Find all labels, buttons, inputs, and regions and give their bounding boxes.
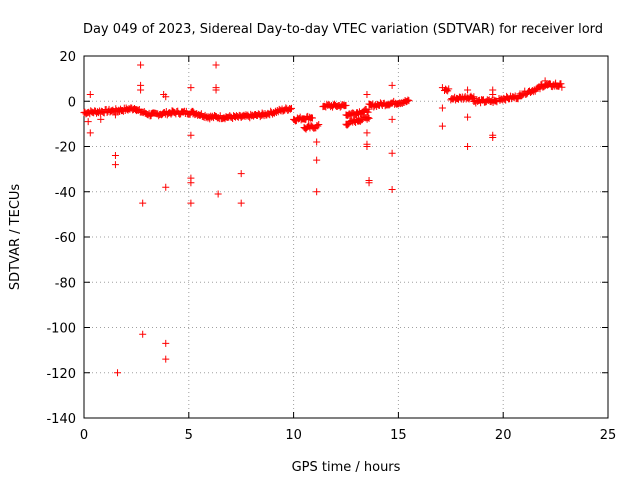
outlier-point bbox=[237, 199, 245, 207]
outlier-point bbox=[388, 185, 396, 193]
outlier-point bbox=[187, 179, 195, 187]
y-axis-label: SDTVAR / TECUs bbox=[8, 184, 23, 291]
outlier-point bbox=[552, 79, 560, 87]
outlier-point bbox=[187, 131, 195, 139]
x-tick-label: 25 bbox=[600, 428, 617, 443]
outlier-point bbox=[363, 90, 371, 98]
outlier-point bbox=[363, 143, 371, 150]
data-point bbox=[445, 85, 453, 93]
x-tick-label: 20 bbox=[495, 428, 512, 443]
data-point bbox=[314, 122, 322, 130]
outlier-point bbox=[388, 149, 396, 157]
outlier-point bbox=[111, 152, 119, 160]
outlier-point bbox=[187, 199, 195, 207]
outlier-point bbox=[162, 339, 170, 347]
y-tick-label: 0 bbox=[68, 95, 76, 110]
outlier-point bbox=[489, 90, 497, 98]
outlier-point bbox=[365, 179, 373, 187]
outlier-point bbox=[438, 84, 446, 92]
y-tick-label: -120 bbox=[46, 367, 76, 382]
x-tick-label: 10 bbox=[285, 428, 302, 443]
outlier-point bbox=[97, 115, 105, 123]
outlier-point bbox=[438, 104, 446, 112]
outlier-point bbox=[139, 199, 147, 207]
outlier-point bbox=[139, 330, 147, 338]
data-point bbox=[557, 80, 565, 88]
chart-title: Day 049 of 2023, Sidereal Day-to-day VTE… bbox=[83, 22, 603, 37]
data-point bbox=[315, 120, 323, 128]
outlier-point bbox=[137, 86, 145, 94]
outlier-point bbox=[237, 170, 245, 178]
data-point bbox=[404, 96, 412, 104]
outlier-point bbox=[162, 355, 170, 363]
outlier-point bbox=[84, 118, 92, 126]
x-tick-label: 5 bbox=[185, 428, 193, 443]
data-point bbox=[558, 83, 566, 91]
outlier-point bbox=[438, 122, 446, 130]
y-tick-label: -100 bbox=[46, 322, 76, 337]
outlier-point bbox=[313, 138, 321, 146]
outlier-point bbox=[464, 143, 472, 150]
outlier-point bbox=[86, 90, 94, 98]
y-tick-label: -80 bbox=[55, 276, 76, 291]
outlier-point bbox=[111, 161, 119, 169]
outlier-point bbox=[137, 61, 145, 69]
data-points bbox=[80, 61, 566, 377]
outlier-point bbox=[162, 183, 170, 191]
data-point bbox=[365, 114, 373, 122]
axis-ticks: 20 0 -20 -40 -60 -80 -100 -120 -140 0 5 10 15 20 25 bbox=[46, 50, 616, 443]
outlier-point bbox=[212, 86, 220, 94]
outlier-point bbox=[114, 369, 122, 377]
outlier-point bbox=[313, 188, 321, 196]
y-tick-label: 20 bbox=[59, 50, 76, 65]
y-tick-label: -60 bbox=[55, 231, 76, 246]
outlier-point bbox=[111, 111, 119, 119]
y-tick-label: -40 bbox=[55, 186, 76, 201]
x-tick-label: 15 bbox=[390, 428, 407, 443]
data-point bbox=[342, 101, 350, 109]
grid bbox=[84, 56, 608, 418]
data-point bbox=[308, 114, 316, 122]
x-axis-label: GPS time / hours bbox=[292, 460, 401, 475]
outlier-point bbox=[363, 129, 371, 137]
outlier-point bbox=[187, 84, 195, 92]
outlier-point bbox=[162, 93, 170, 101]
outlier-point bbox=[212, 61, 220, 69]
data-point bbox=[287, 105, 295, 113]
outlier-point bbox=[464, 86, 472, 94]
outlier-point bbox=[214, 190, 222, 198]
plot-frame bbox=[83, 55, 609, 419]
outlier-point bbox=[464, 113, 472, 121]
y-tick-label: -20 bbox=[55, 141, 76, 156]
x-tick-label: 0 bbox=[80, 428, 88, 443]
outlier-point bbox=[489, 133, 497, 141]
y-tick-label: -140 bbox=[46, 412, 76, 427]
data-point bbox=[405, 97, 413, 105]
outlier-point bbox=[541, 77, 549, 85]
outlier-point bbox=[86, 129, 94, 137]
outlier-point bbox=[388, 115, 396, 123]
outlier-point bbox=[313, 156, 321, 164]
outlier-point bbox=[388, 81, 396, 89]
data-point bbox=[288, 104, 296, 112]
data-point bbox=[364, 108, 372, 116]
